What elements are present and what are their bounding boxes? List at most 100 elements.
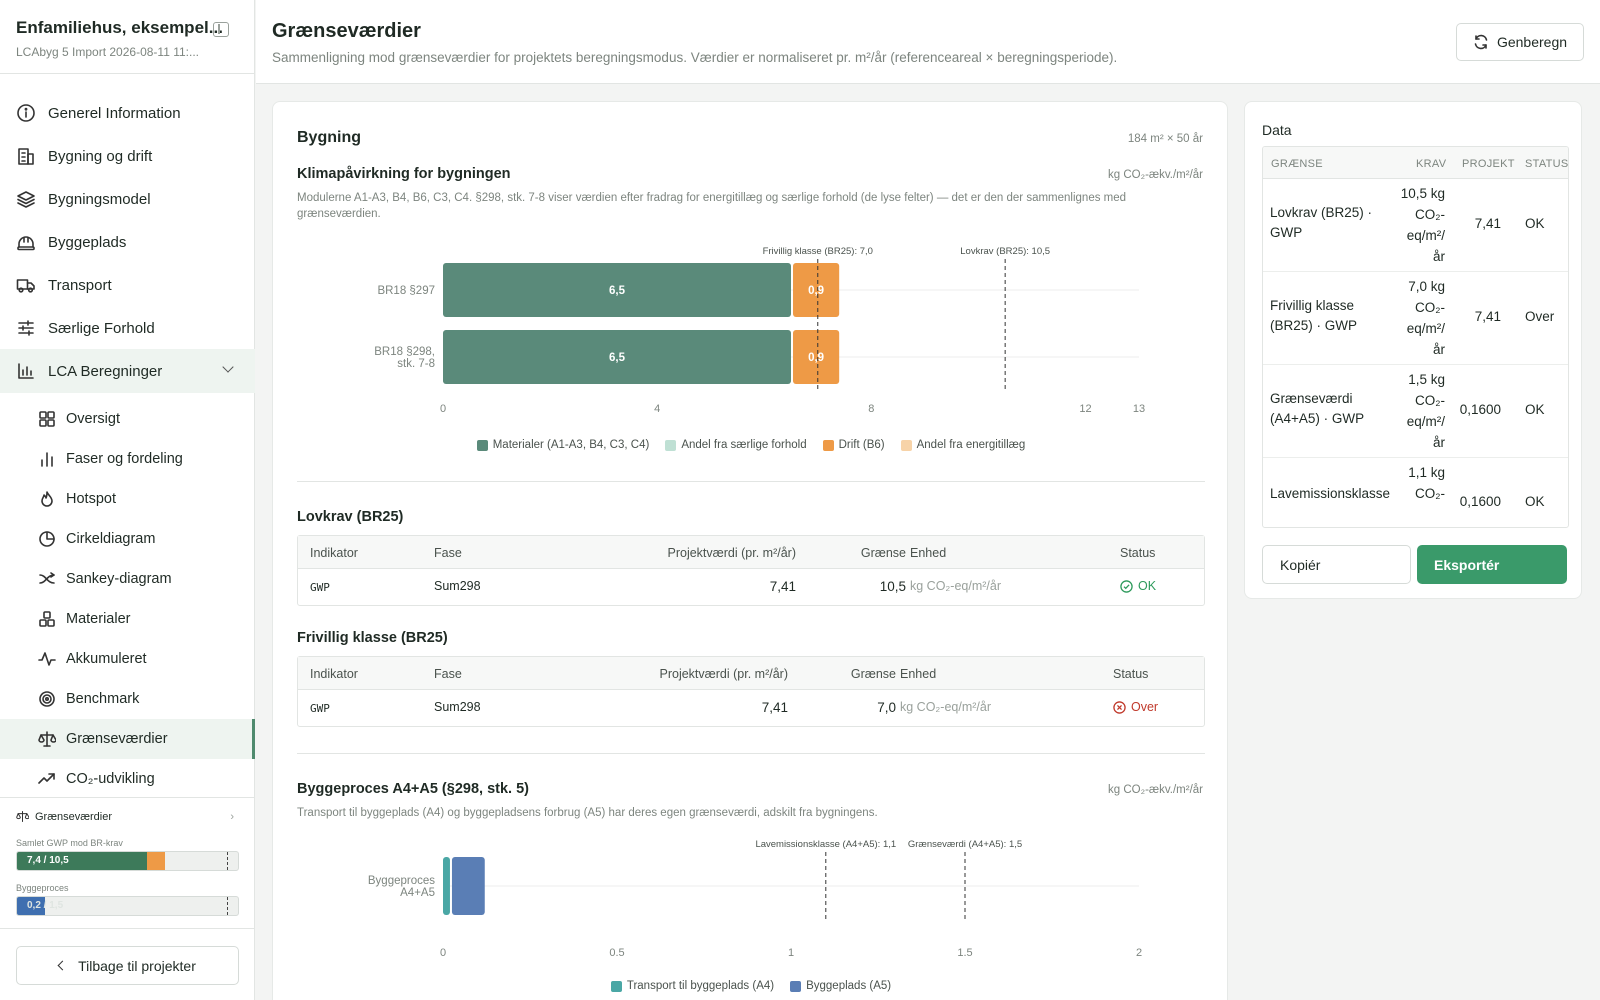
nav-item-byggeplads[interactable]: Byggeplads (0, 220, 255, 264)
nav-label: Sankey-diagram (66, 571, 172, 587)
nav-sub-hotspot[interactable]: Hotspot (0, 479, 255, 519)
nav-item-bygningsmodel[interactable]: Bygningsmodel (0, 177, 255, 221)
legend-item: Andel fra særlige forhold (665, 439, 807, 451)
project-info: Enfamiliehus, eksempel... LCAbyg 5 Impor… (16, 18, 226, 59)
sidebar: Enfamiliehus, eksempel... LCAbyg 5 Impor… (0, 0, 255, 1000)
legend-item: Materialer (A1-A3, B4, C3, C4) (476, 439, 649, 451)
frivillig-title: Frivillig klasse (BR25) (297, 630, 448, 646)
recalculate-button[interactable]: Genberegn (1456, 23, 1584, 61)
tick-label: 2 (1136, 947, 1142, 959)
panel-title: Data (1262, 122, 1292, 138)
flow-icon (38, 570, 56, 588)
mini-proc-text: 0,2 / 1,5 (27, 900, 64, 911)
export-button[interactable]: Eksportér (1417, 545, 1567, 584)
table-row: GWP Sum298 7,41 7,0 kg CO₂-eq/m²/år Over (310, 700, 1159, 715)
nav-label: Særlige Forhold (48, 319, 155, 337)
mini-proc-fill (17, 897, 45, 915)
tick-label: 13 (1133, 403, 1145, 415)
nav-sub-co2-udvikling[interactable]: CO₂-udvikling (0, 759, 255, 799)
climate-chart: 6,5 0,9 BR18 §297 6,5 0,9 BR18 §298,stk. 7-8 F… (374, 246, 1145, 415)
page-subtitle: Sammenligning mod grænseværdier for proj… (272, 50, 1118, 65)
nav-sub-graensevaerdier[interactable]: Grænseværdier (0, 719, 255, 759)
building-card: Bygning 184 m² × 50 år Klimapåvirkning f… (272, 101, 1228, 1000)
nav-label: Akkumuleret (66, 651, 147, 667)
pie-chart-icon (38, 530, 56, 548)
data-table[interactable]: GRÆNSE KRAV PROJEKT STATUS Lovkrav (BR25… (1262, 146, 1569, 528)
status-value: OK (1525, 402, 1545, 417)
column-chart-icon (38, 450, 56, 468)
nav-item-lca-beregninger[interactable]: LCA Beregninger (0, 349, 255, 393)
check-circle-icon (1120, 579, 1133, 593)
table-header: GRÆNSE KRAV PROJEKT STATUS (1263, 147, 1568, 179)
chevron-down-icon (222, 361, 234, 373)
climate-description: Modulerne A1-A3, B4, B6, C3, C4. §298, s… (297, 192, 1127, 220)
nav-sub-faser-og-fordeling[interactable]: Faser og fordeling (0, 439, 255, 479)
mini-gwp-fill (17, 852, 147, 870)
category-label: stk. 7-8 (397, 358, 435, 370)
table-row: Lavemissionsklasse 1,1 kg CO₂- 0,1600 OK (1263, 458, 1568, 527)
table-row: Grænseværdi (A4+A5) · GWP 1,5 kg CO₂-eq/m… (1263, 365, 1568, 458)
trend-up-icon (38, 770, 56, 788)
nav-sub-benchmark[interactable]: Benchmark (0, 679, 255, 719)
reference-label: Lavemissionsklasse (A4+A5): 1,1 (755, 839, 896, 850)
reference-label: Frivillig klasse (BR25): 7,0 (763, 246, 873, 257)
mini-gwp-label: Samlet GWP mod BR-krav (16, 838, 123, 848)
category-label: BR18 §297 (377, 285, 435, 297)
bar-segment[interactable] (451, 857, 485, 915)
copy-button[interactable]: Kopiér (1262, 545, 1411, 584)
truck-icon (16, 275, 36, 295)
nav-sub-akkumuleret[interactable]: Akkumuleret (0, 639, 255, 679)
table-header: Indikator Fase Projektværdi (pr. m²/år) … (298, 657, 1204, 690)
bar-segment[interactable] (443, 263, 791, 317)
collapse-sidebar-icon[interactable] (213, 22, 229, 37)
proc-description: Transport til byggeplads (A4) og byggepl… (297, 807, 878, 819)
status-value: OK (1525, 494, 1545, 509)
nav-item-saerlige-forhold[interactable]: Særlige Forhold (0, 306, 255, 350)
climate-title: Klimapåvirkning for bygningen (297, 166, 511, 182)
nav-sub-sankey-diagram[interactable]: Sankey-diagram (0, 559, 255, 599)
chevron-left-icon (57, 960, 68, 971)
bar-chart-icon (16, 361, 36, 381)
project-value: 7,41 (1474, 309, 1501, 324)
bar-segment[interactable] (793, 263, 840, 317)
divider (0, 928, 255, 929)
project-title[interactable]: Enfamiliehus, eksempel... (16, 18, 223, 37)
bar-segment[interactable] (793, 330, 840, 384)
nav-label: Byggeplads (48, 233, 127, 251)
nav-label: Bygning og drift (48, 147, 153, 165)
boxes-icon (38, 610, 56, 628)
limit-name: Lavemissionsklasse (1270, 486, 1391, 501)
chevron-right-icon: › (230, 810, 234, 823)
back-to-projects-button[interactable]: Tilbage til projekter (16, 946, 239, 985)
project-value: 0,1600 (1459, 494, 1501, 509)
tick-label: 0 (440, 403, 446, 415)
proc-unit: kg CO₂-ækv./m²/år (1108, 784, 1203, 796)
building-icon (16, 146, 36, 166)
nav-label: Materialer (66, 611, 131, 627)
status-value: Over (1525, 309, 1555, 324)
flame-icon (38, 490, 56, 508)
mini-proc-label: Byggeproces (16, 883, 69, 893)
bar-segment[interactable] (443, 857, 450, 915)
proc-title: Byggeproces A4+A5 (§298, stk. 5) (297, 781, 529, 797)
nav-item-transport[interactable]: Transport (0, 263, 255, 307)
legend-item: Byggeplads (A5) (790, 980, 891, 992)
mini-proc-limit-marker (227, 897, 228, 915)
nav-sub-oversigt[interactable]: Oversigt (0, 399, 255, 439)
nav-item-bygning-og-drift[interactable]: Bygning og drift (0, 134, 255, 178)
mini-gwp-bar: 7,4 / 10,5 (16, 851, 239, 871)
mini-summary-header[interactable]: Grænseværdier › (16, 810, 238, 823)
proc-legend: Transport til byggeplads (A4) Byggeplads… (297, 980, 1205, 992)
nav-sub-cirkeldiagram[interactable]: Cirkeldiagram (0, 519, 255, 559)
nav-sub-materialer[interactable]: Materialer (0, 599, 255, 639)
scale-icon (38, 730, 56, 748)
nav-item-generel-information[interactable]: Generel Information (0, 91, 255, 135)
refresh-icon (1474, 34, 1488, 50)
sliders-icon (16, 318, 36, 338)
data-label: 6,5 (609, 352, 626, 364)
limit-name: Frivillig klasse (BR25) · GWP (1270, 298, 1358, 333)
nav-label: Grænseværdier (66, 731, 168, 747)
bar-segment[interactable] (443, 330, 791, 384)
table-row: GWP Sum298 7,41 10,5 kg CO₂-eq/m²/år OK (310, 579, 1157, 594)
